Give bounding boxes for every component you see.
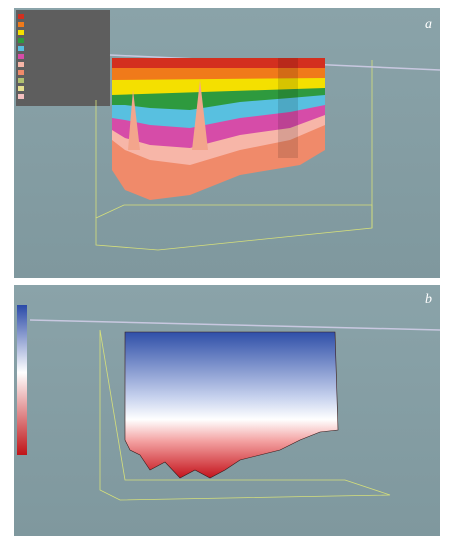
panel-b: b (14, 285, 440, 536)
panel-label: b (425, 292, 432, 307)
figure: a b (0, 0, 452, 539)
legend-swatches (18, 14, 24, 99)
panel-label: a (425, 17, 432, 32)
legend-box (16, 10, 110, 106)
panel-a: a (14, 8, 440, 278)
color-bar (17, 305, 27, 455)
